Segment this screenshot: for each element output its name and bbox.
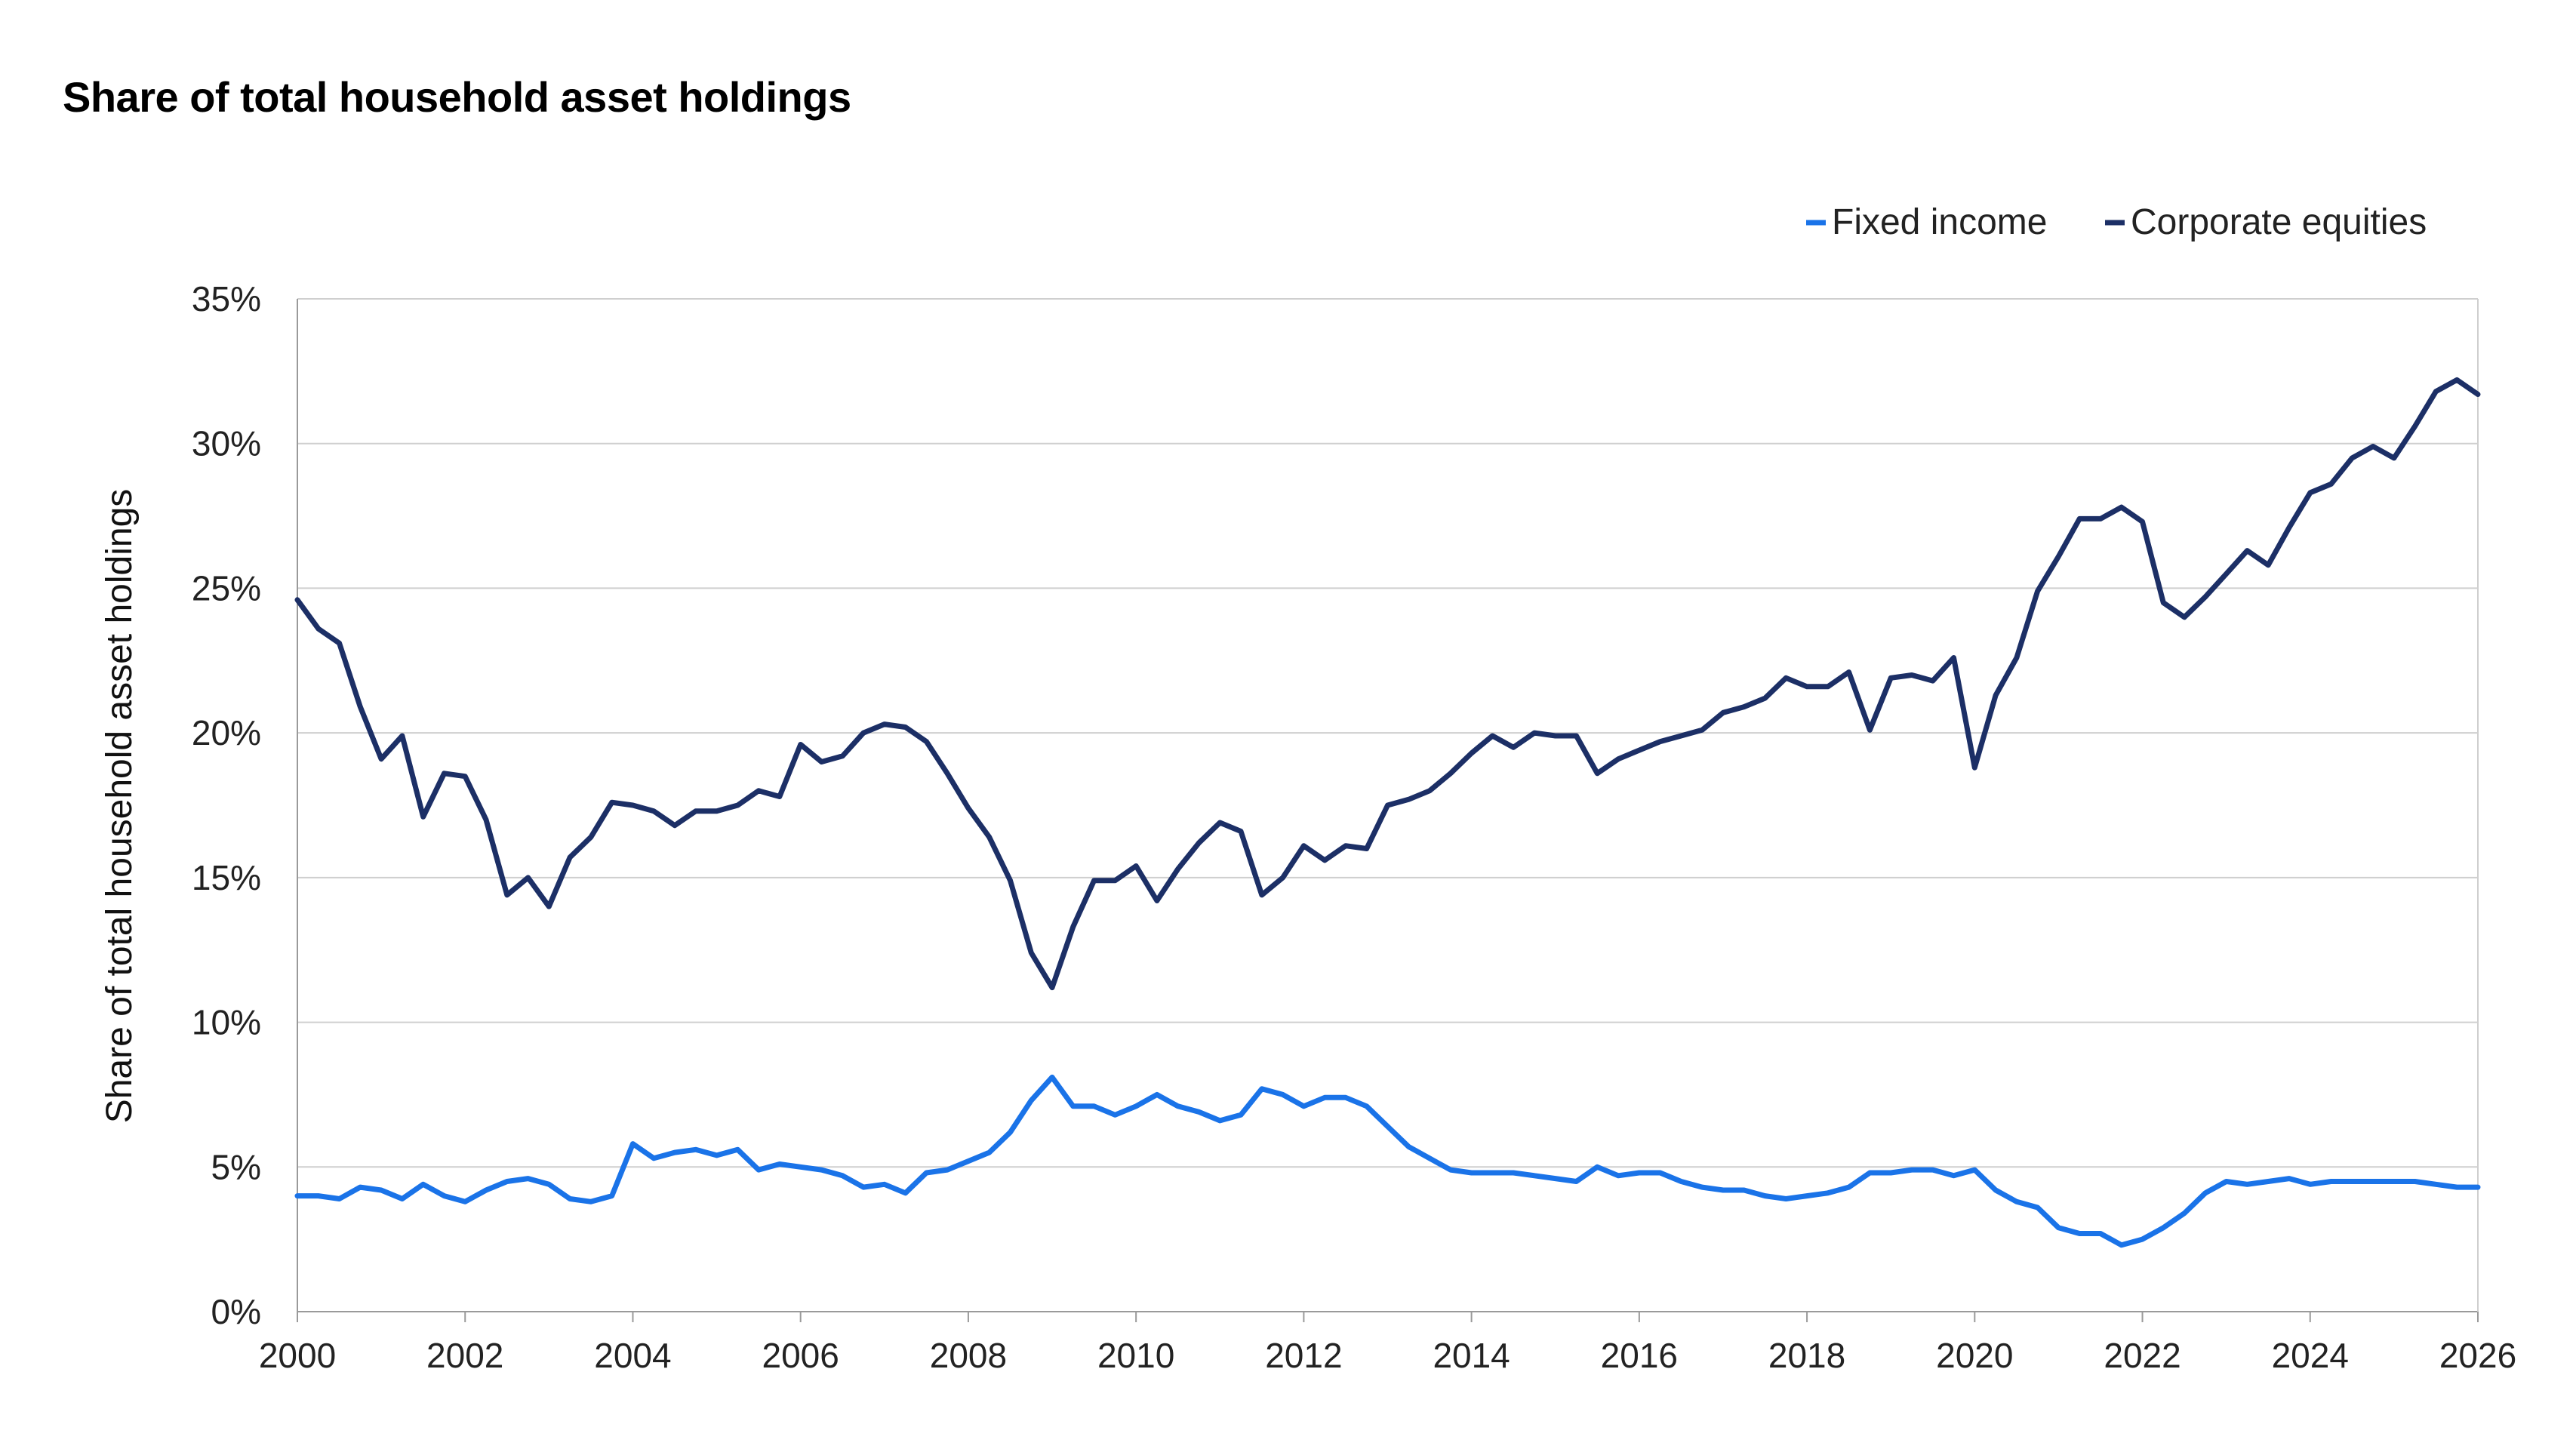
- x-tick-label: 2006: [762, 1336, 839, 1375]
- chart-title: Share of total household asset holdings: [63, 73, 851, 121]
- axes: [297, 299, 2479, 1312]
- x-tick-label: 2024: [2272, 1336, 2349, 1375]
- x-tick-label: 2026: [2439, 1336, 2516, 1375]
- series-line-corporate-equities: [294, 377, 2481, 991]
- legend: Fixed income Corporate equities: [1806, 202, 2427, 242]
- x-axis-ticks: 2000 2002 2004 2006 2008 2010 2012 2014 2016 2018…: [259, 1312, 2516, 1375]
- y-tick-label: 15%: [192, 858, 261, 897]
- x-tick-label: 2004: [594, 1336, 671, 1375]
- x-tick-label: 2012: [1265, 1336, 1342, 1375]
- x-tick-label: 2000: [259, 1336, 336, 1375]
- series-line-fixed-income: [294, 1074, 2481, 1248]
- y-tick-label: 0%: [211, 1292, 261, 1331]
- series-lines: [294, 377, 2481, 1248]
- y-tick-label: 5%: [211, 1147, 261, 1186]
- x-tick-label: 2002: [426, 1336, 503, 1375]
- x-tick-label: 2008: [930, 1336, 1007, 1375]
- y-axis-ticks: 0% 5% 10% 15% 20% 25% 30% 35%: [192, 279, 261, 1331]
- x-tick-label: 2016: [1601, 1336, 1678, 1375]
- y-tick-label: 10%: [192, 1003, 261, 1042]
- x-tick-label: 2010: [1097, 1336, 1174, 1375]
- x-tick-label: 2020: [1936, 1336, 2013, 1375]
- y-tick-label: 25%: [192, 568, 261, 608]
- legend-label-corporate-equities: Corporate equities: [2131, 202, 2427, 242]
- gridlines: [297, 298, 2478, 1168]
- y-tick-label: 35%: [192, 279, 261, 318]
- x-tick-label: 2022: [2104, 1336, 2181, 1375]
- y-axis-label: Share of total household asset holdings: [100, 489, 140, 1124]
- legend-label-fixed-income: Fixed income: [1832, 202, 2047, 242]
- x-tick-label: 2018: [1768, 1336, 1845, 1375]
- y-tick-label: 30%: [192, 424, 261, 463]
- y-tick-label: 20%: [192, 713, 261, 752]
- x-tick-label: 2014: [1433, 1336, 1510, 1375]
